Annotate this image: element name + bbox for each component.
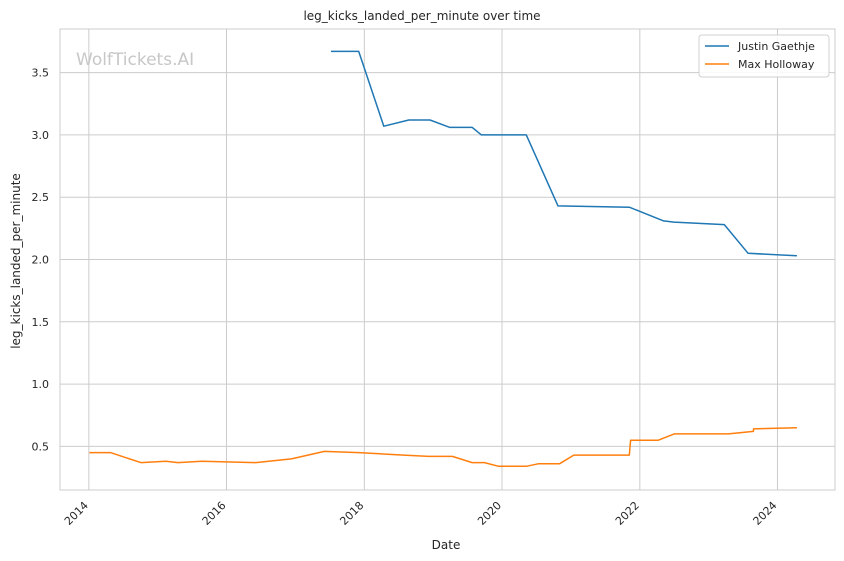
y-axis-ticks: 0.5 1.0 1.5 2.0 2.5 3.0 3.5 xyxy=(32,67,50,454)
legend-box xyxy=(698,34,830,78)
y-tick-label: 3.5 xyxy=(32,67,50,80)
y-tick-label: 2.0 xyxy=(32,254,50,267)
y-axis-label: leg_kicks_landed_per_minute xyxy=(9,173,23,349)
legend-label-justin-gaethje: Justin Gaethje xyxy=(737,40,815,53)
y-tick-label: 2.5 xyxy=(32,191,50,204)
legend: Justin Gaethje Max Holloway xyxy=(698,34,830,78)
watermark: WolfTickets.AI xyxy=(76,50,194,70)
y-tick-label: 3.0 xyxy=(32,129,50,142)
y-tick-label: 1.5 xyxy=(32,316,50,329)
series-lines xyxy=(89,50,797,468)
series-line-justin-gaethje xyxy=(331,50,797,257)
y-tick-label: 1.0 xyxy=(32,378,50,391)
series-line-max-holloway xyxy=(89,426,797,468)
y-tick-label: 0.5 xyxy=(32,440,50,453)
x-axis-label: Date xyxy=(432,538,461,552)
legend-label-max-holloway: Max Holloway xyxy=(738,58,815,71)
chart-title: leg_kicks_landed_per_minute over time xyxy=(303,9,540,23)
plot-frame xyxy=(59,28,836,491)
